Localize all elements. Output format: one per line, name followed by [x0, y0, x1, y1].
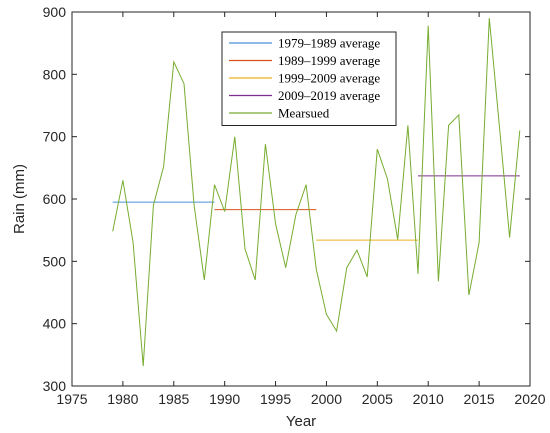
- x-tick-label: 2020: [514, 391, 545, 407]
- x-tick-label: 1990: [209, 391, 240, 407]
- y-tick-label: 300: [43, 378, 67, 394]
- x-tick-label: 1975: [56, 391, 87, 407]
- legend-label-mearsued: Mearsued: [278, 106, 330, 121]
- legend-label-2009-2019-average: 2009–2019 average: [278, 88, 380, 103]
- x-tick-label: 2010: [413, 391, 444, 407]
- axes: 1975 1980 1985 1990 1995 2000 2005 2010 2015 2020…: [43, 4, 546, 407]
- x-tick-label: 1985: [158, 391, 189, 407]
- y-tick-label: 800: [43, 66, 67, 82]
- series-line-mearsued: [112, 18, 521, 367]
- legend-box: [221, 31, 397, 126]
- y-tick-label: 900: [43, 4, 67, 20]
- legend-label-1999-2009-average: 1999–2009 average: [278, 71, 380, 86]
- legend-label-1989-1999-average: 1989–1999 average: [278, 53, 380, 68]
- legend-label-1979-1989-average: 1979–1989 average: [278, 36, 380, 51]
- y-axis-title: Rain (mm): [11, 164, 28, 234]
- y-tick-label: 400: [43, 316, 67, 332]
- x-tick-label: 2005: [362, 391, 393, 407]
- x-tick-label: 2000: [311, 391, 342, 407]
- x-tick-label: 1995: [260, 391, 291, 407]
- y-tick-label: 600: [43, 191, 67, 207]
- plot-series: [112, 18, 521, 367]
- x-tick-label: 2015: [464, 391, 495, 407]
- y-tick-label: 500: [43, 253, 67, 269]
- y-tick-label: 700: [43, 129, 67, 145]
- x-axis-title: Year: [286, 413, 316, 430]
- legend: 1979–1989 average 1989–1999 average 1999–2…: [221, 31, 397, 126]
- x-tick-label: 1980: [107, 391, 138, 407]
